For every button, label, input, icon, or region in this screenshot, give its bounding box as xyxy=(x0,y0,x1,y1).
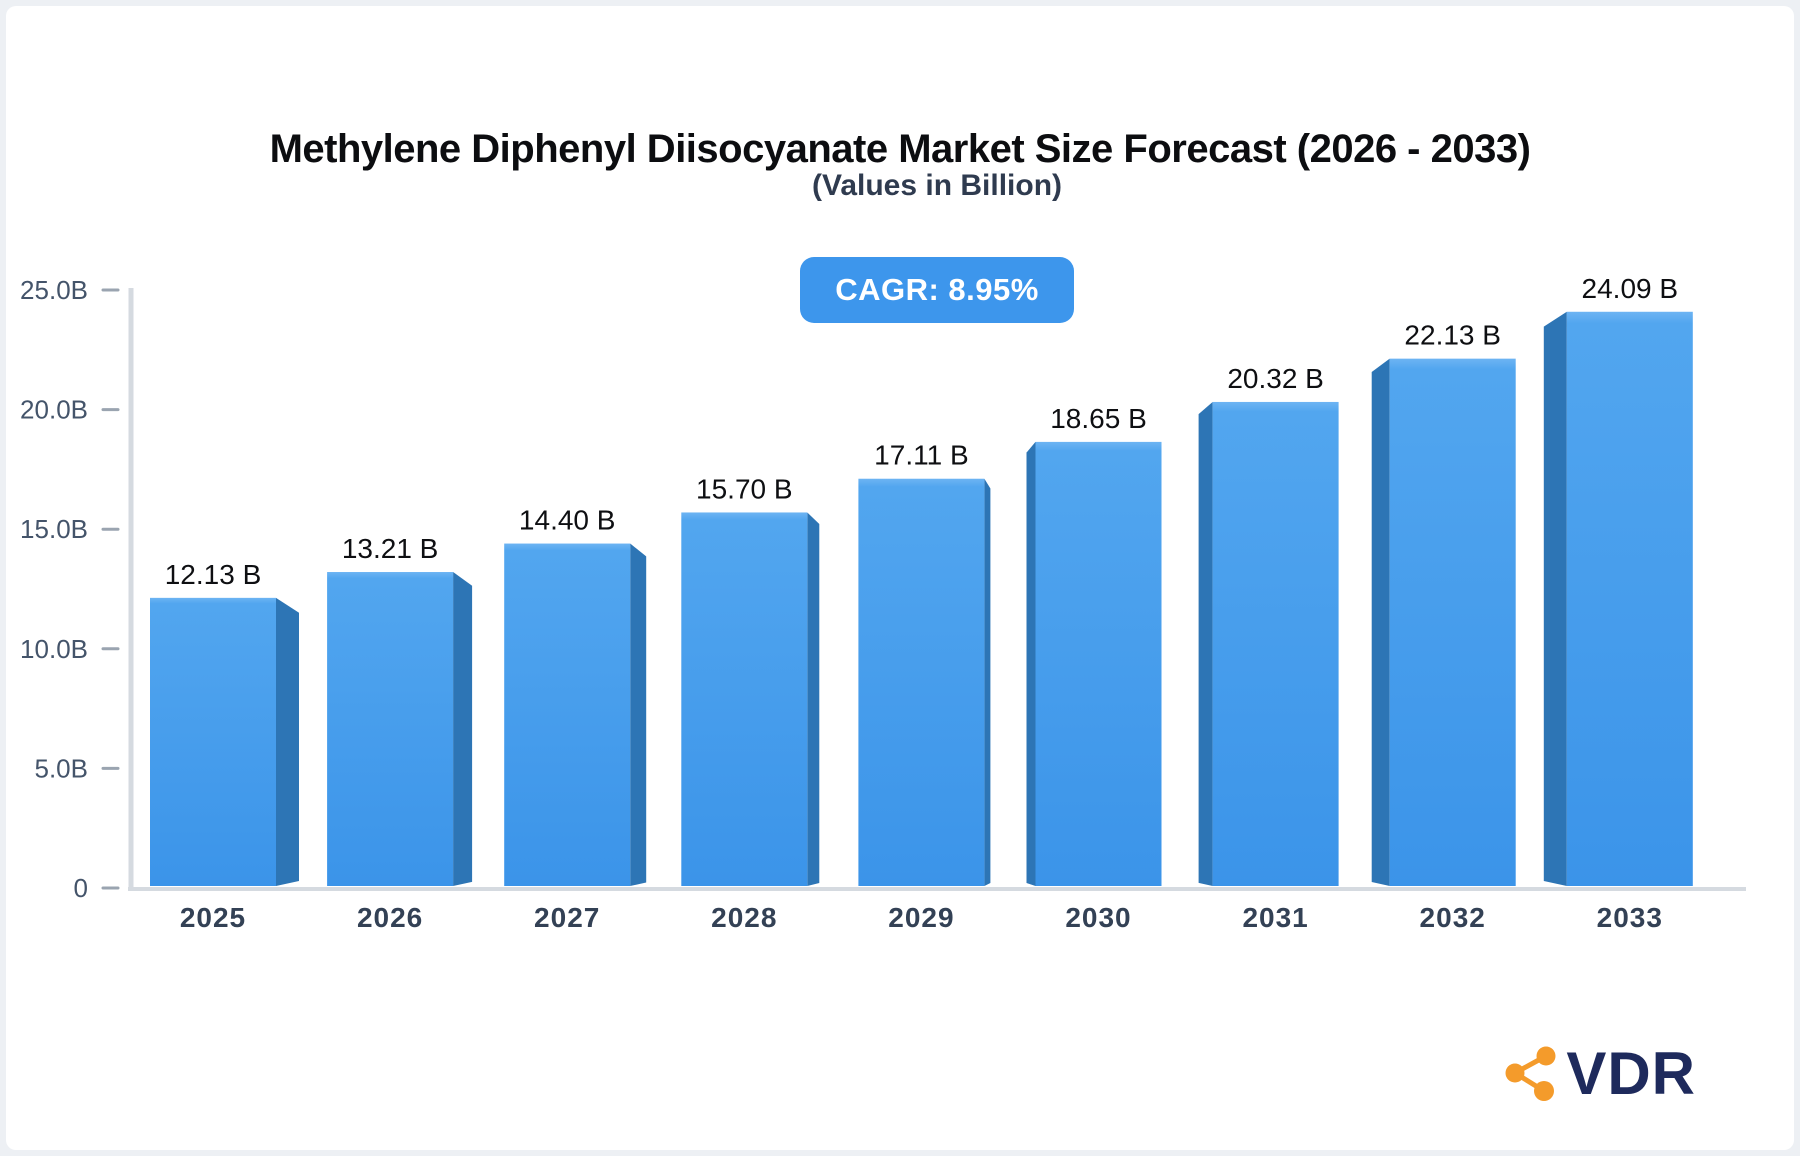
bar-2026 xyxy=(327,572,454,886)
x-axis-label: 2025 xyxy=(180,902,246,933)
bar-value-label: 12.13 B xyxy=(165,559,262,590)
x-axis-label: 2032 xyxy=(1420,902,1486,933)
bar-2027 xyxy=(504,543,631,886)
y-axis-label: 10.0B xyxy=(20,634,88,664)
bar-value-label: 24.09 B xyxy=(1582,273,1679,304)
x-axis-label: 2030 xyxy=(1065,902,1131,933)
bar-value-label: 17.11 B xyxy=(874,440,968,471)
bar-value-label: 22.13 B xyxy=(1404,320,1501,351)
bar-side-face-2028 xyxy=(807,512,820,886)
y-axis-label: 15.0B xyxy=(20,514,88,544)
chart-title: Methylene Diphenyl Diisocyanate Market S… xyxy=(269,126,1531,171)
bar-2030 xyxy=(1035,441,1162,886)
bar-2033 xyxy=(1566,311,1693,886)
bar-2028 xyxy=(681,512,808,886)
bar-2029 xyxy=(858,478,985,886)
cagr-badge: CAGR: 8.95% xyxy=(800,257,1074,323)
x-axis-label: 2029 xyxy=(888,902,954,933)
vdr-logo: VDR xyxy=(1504,1044,1696,1104)
logo-text: VDR xyxy=(1566,1040,1696,1107)
share-network-icon xyxy=(1505,1046,1556,1101)
bar-2032 xyxy=(1389,358,1516,886)
bar-side-face-2029 xyxy=(984,478,991,886)
y-axis-label: 5.0B xyxy=(35,753,89,783)
x-axis-label: 2031 xyxy=(1242,902,1308,933)
bar-2031 xyxy=(1212,401,1339,886)
bar-side-face-2025 xyxy=(276,597,299,886)
chart-subtitle: (Values in Billion) xyxy=(811,169,1063,202)
bar-side-face-2027 xyxy=(630,543,647,886)
bar-value-label: 13.21 B xyxy=(342,533,439,564)
y-axis-label: 0 xyxy=(74,873,88,903)
x-axis-label: 2028 xyxy=(711,902,777,933)
bar-2025 xyxy=(150,597,276,886)
bar-side-face-2030 xyxy=(1026,441,1036,886)
bar-value-label: 15.70 B xyxy=(696,473,793,504)
x-axis-label: 2033 xyxy=(1597,902,1663,933)
y-axis-label: 25.0B xyxy=(20,275,88,305)
bar-side-face-2032 xyxy=(1371,358,1390,886)
bar-side-face-2031 xyxy=(1198,401,1213,886)
bar-value-label: 14.40 B xyxy=(519,505,616,536)
y-axis-label: 20.0B xyxy=(20,395,88,425)
bar-side-face-2026 xyxy=(453,572,473,886)
bar-side-face-2033 xyxy=(1543,311,1567,886)
bar-value-label: 20.32 B xyxy=(1227,363,1324,394)
bar-value-label: 18.65 B xyxy=(1050,403,1147,434)
x-axis-label: 2026 xyxy=(357,902,423,933)
x-axis-label: 2027 xyxy=(534,902,600,933)
badge-row: CAGR: 8.95% xyxy=(128,257,1746,323)
